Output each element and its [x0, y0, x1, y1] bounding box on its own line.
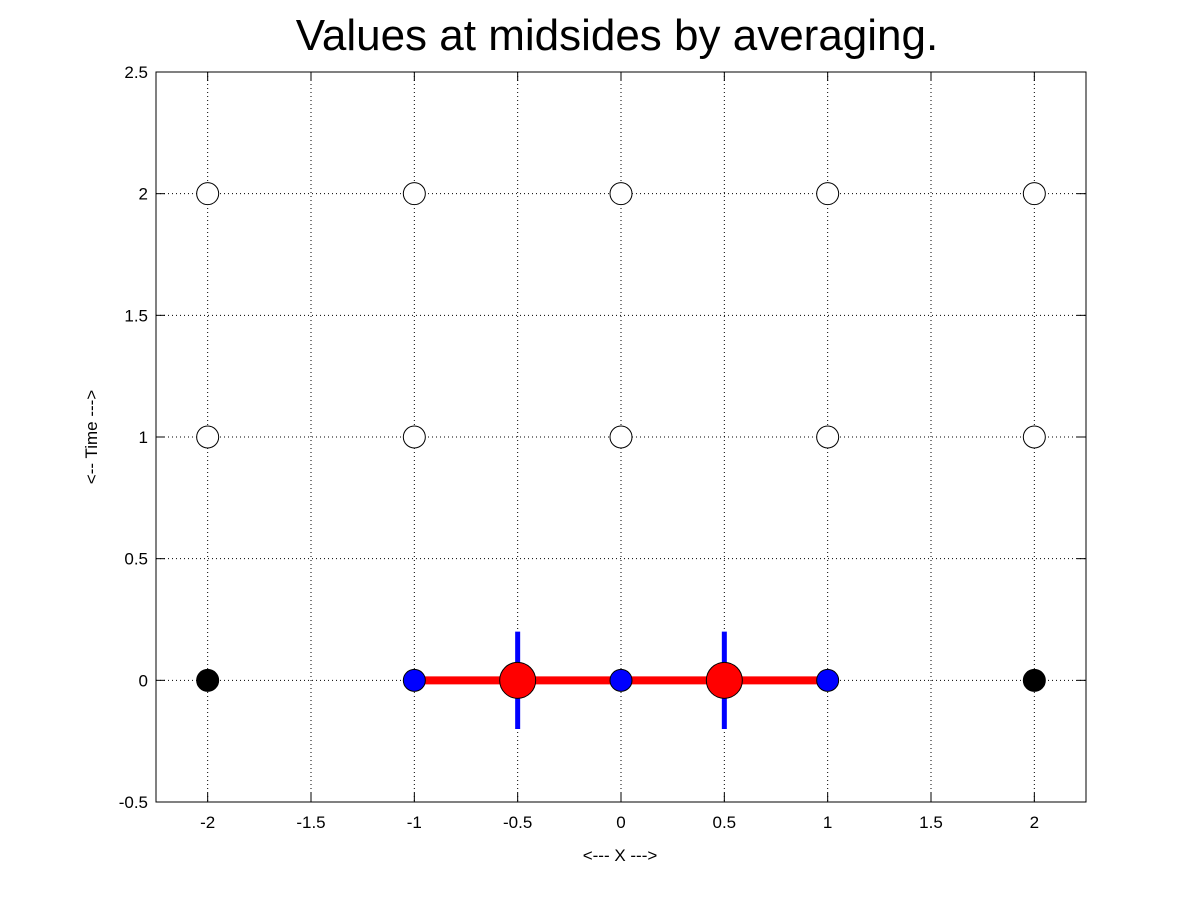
- x-tick-label: -0.5: [503, 813, 532, 832]
- x-tick-label: -1: [407, 813, 422, 832]
- open-grid-point: [402, 182, 426, 206]
- x-axis-label: <--- X --->: [583, 846, 658, 865]
- open-grid-point: [196, 182, 220, 206]
- open-grid-point: [816, 425, 840, 449]
- x-tick-label: 0: [616, 813, 625, 832]
- y-tick-label: 1.5: [124, 306, 148, 325]
- tick-labels: -2 -1.5 -1 -0.5 0 0.5 1 1.5 2 -0.5 0 0.5 1 1.5 2 2.5: [119, 63, 1039, 832]
- y-tick-label: 2.5: [124, 63, 148, 82]
- midside-point: [705, 661, 743, 699]
- known-point: [196, 668, 220, 692]
- tick-marks: [156, 71, 1086, 803]
- y-axis-label: <-- Time --->: [82, 390, 101, 485]
- y-tick-label: 0.5: [124, 550, 148, 569]
- x-tick-label: -2: [200, 813, 215, 832]
- open-grid-point: [402, 425, 426, 449]
- x-tick-label: 1.5: [919, 813, 943, 832]
- known-point: [1022, 668, 1046, 692]
- y-tick-label: -0.5: [119, 793, 148, 812]
- open-grid-point: [609, 182, 633, 206]
- stencil-point: [609, 668, 633, 692]
- x-tick-label: 2: [1030, 813, 1039, 832]
- y-tick-label: 1: [139, 428, 148, 447]
- y-tick-label: 2: [139, 185, 148, 204]
- stencil-point: [816, 668, 840, 692]
- open-grid-point: [196, 425, 220, 449]
- open-grid-point: [1022, 182, 1046, 206]
- data-marks: [196, 182, 1046, 729]
- y-tick-label: 0: [139, 671, 148, 690]
- x-tick-label: 0.5: [713, 813, 737, 832]
- midside-point: [499, 661, 537, 699]
- open-grid-point: [1022, 425, 1046, 449]
- x-tick-label: -1.5: [296, 813, 325, 832]
- open-grid-point: [609, 425, 633, 449]
- stencil-point: [402, 668, 426, 692]
- open-grid-point: [816, 182, 840, 206]
- chart-title: Values at midsides by averaging.: [296, 11, 938, 60]
- x-tick-label: 1: [823, 813, 832, 832]
